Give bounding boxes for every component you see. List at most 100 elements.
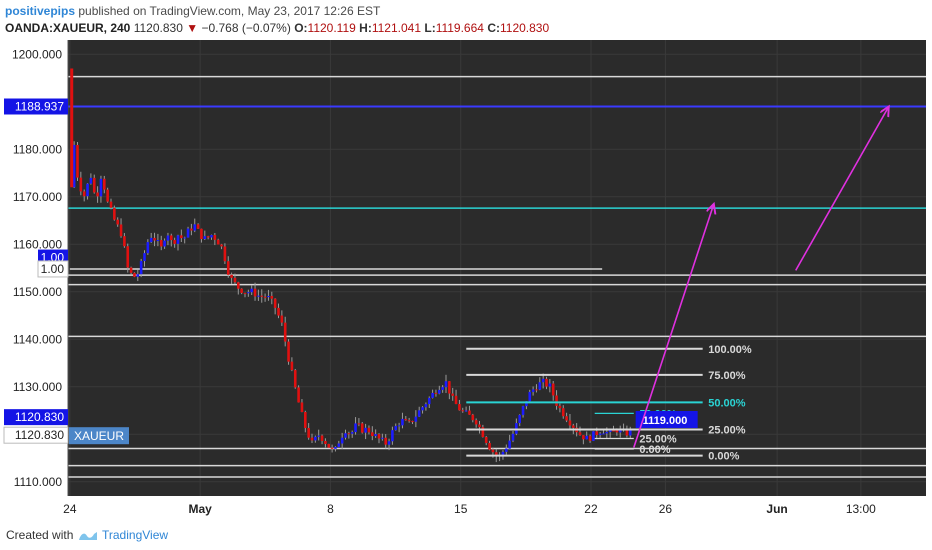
candle-body bbox=[330, 447, 334, 449]
candle-body bbox=[618, 429, 622, 433]
candle-body bbox=[508, 440, 511, 449]
axis-price-tag bbox=[37, 260, 69, 278]
open-label: O: bbox=[294, 21, 308, 35]
candle-body bbox=[273, 298, 277, 308]
symbol-tag bbox=[69, 427, 129, 445]
chart-header: positivepips published on TradingView.co… bbox=[0, 0, 932, 40]
candle-body bbox=[511, 433, 515, 441]
candle-body bbox=[166, 235, 170, 241]
candle-body bbox=[371, 432, 374, 437]
candle-body bbox=[501, 451, 505, 455]
candle-body bbox=[310, 437, 314, 441]
candle-body bbox=[247, 292, 250, 294]
candle-body bbox=[494, 452, 498, 457]
open-value: 1120.119 bbox=[307, 21, 356, 35]
tradingview-logo-icon[interactable] bbox=[78, 529, 98, 547]
x-tick-label: 24 bbox=[63, 502, 77, 516]
candle-body bbox=[233, 277, 237, 283]
candle-body bbox=[572, 425, 575, 428]
candle-body bbox=[387, 441, 391, 445]
candle-body bbox=[173, 240, 176, 244]
author-link[interactable]: positivepips bbox=[5, 4, 76, 18]
time-axis[interactable] bbox=[0, 496, 932, 520]
candle-body bbox=[401, 418, 404, 426]
candle-body bbox=[240, 288, 243, 293]
price-box-label: 1119.000 bbox=[643, 415, 688, 427]
candle-body bbox=[267, 295, 270, 298]
fib-level-label: 0.00% bbox=[708, 451, 739, 463]
publish-info: positivepips published on TradingView.co… bbox=[5, 4, 380, 18]
chart-area[interactable]: 100.00%75.00%50.00%25.00%0.00%50.00%25.0… bbox=[0, 40, 932, 520]
candle-body bbox=[612, 430, 615, 432]
candle-body bbox=[99, 178, 103, 197]
last-price: 1120.830 bbox=[133, 21, 183, 35]
change-arrow-icon: ▼ bbox=[186, 21, 199, 35]
candle-body bbox=[535, 389, 538, 391]
x-tick-label: 8 bbox=[327, 502, 334, 516]
candle-body bbox=[548, 383, 552, 387]
candle-body bbox=[297, 387, 300, 403]
candle-body bbox=[156, 240, 160, 242]
candle-body bbox=[481, 427, 485, 438]
candle-body bbox=[374, 434, 377, 437]
candle-body bbox=[340, 437, 344, 444]
candle-body bbox=[303, 411, 307, 428]
candle-body bbox=[116, 219, 119, 225]
x-tick-label: 22 bbox=[584, 502, 598, 516]
candle-body bbox=[434, 392, 438, 394]
candle-body bbox=[89, 177, 93, 184]
forecast-arrow[interactable] bbox=[795, 107, 889, 271]
candle-body bbox=[397, 425, 401, 427]
candle-body bbox=[541, 378, 545, 383]
candle-body bbox=[86, 183, 89, 197]
candle-body bbox=[72, 144, 76, 188]
candle-body bbox=[521, 406, 525, 415]
candle-body bbox=[605, 431, 609, 434]
candle-body bbox=[226, 261, 230, 275]
y-tick-label: 1160.000 bbox=[13, 237, 62, 251]
price-chart[interactable]: 100.00%75.00%50.00%25.00%0.00%50.00%25.0… bbox=[0, 40, 932, 520]
candle-body bbox=[123, 236, 126, 247]
candle-body bbox=[92, 177, 96, 193]
axis-price-tag-label: 1120.830 bbox=[15, 410, 64, 424]
chart-footer: Created with TradingView bbox=[0, 520, 932, 550]
candle-body bbox=[317, 435, 320, 437]
candle-body bbox=[431, 392, 434, 398]
price-box[interactable] bbox=[635, 411, 698, 428]
candle-body bbox=[458, 404, 461, 411]
y-tick-label: 1170.000 bbox=[13, 190, 62, 204]
candle-body bbox=[588, 435, 592, 441]
candle-body bbox=[565, 416, 568, 421]
candle-body bbox=[558, 405, 562, 409]
candle-body bbox=[615, 430, 619, 433]
candle-body bbox=[592, 431, 595, 441]
candle-body bbox=[129, 267, 133, 273]
candle-body bbox=[384, 437, 388, 445]
candle-body bbox=[411, 421, 414, 423]
candle-body bbox=[598, 433, 602, 436]
axis-price-tag bbox=[3, 426, 69, 444]
forecast-arrow[interactable] bbox=[633, 204, 714, 448]
candle-body bbox=[163, 240, 166, 247]
candle-body bbox=[357, 423, 361, 425]
symbol-label[interactable]: OANDA:XAUEUR, 240 bbox=[5, 21, 131, 35]
candle-body bbox=[223, 246, 227, 262]
candle-body bbox=[200, 228, 203, 240]
candle-body bbox=[113, 207, 116, 220]
candle-body bbox=[505, 448, 508, 452]
x-tick-label: 13:00 bbox=[846, 502, 876, 516]
candle-body bbox=[525, 401, 528, 407]
candle-body bbox=[421, 407, 424, 411]
candle-body bbox=[364, 427, 367, 433]
fib-level-label: 25.00% bbox=[639, 434, 677, 446]
tradingview-brand-link[interactable]: TradingView bbox=[102, 528, 169, 542]
candle-body bbox=[568, 420, 572, 426]
low-label: L: bbox=[424, 21, 436, 35]
x-tick-label: 26 bbox=[659, 502, 673, 516]
high-label: H: bbox=[359, 21, 372, 35]
candle-body bbox=[183, 237, 186, 239]
candle-body bbox=[324, 440, 327, 444]
candle-body bbox=[243, 292, 247, 294]
x-tick-label: 15 bbox=[454, 502, 468, 516]
fib-level-label: 25.00% bbox=[708, 425, 746, 437]
